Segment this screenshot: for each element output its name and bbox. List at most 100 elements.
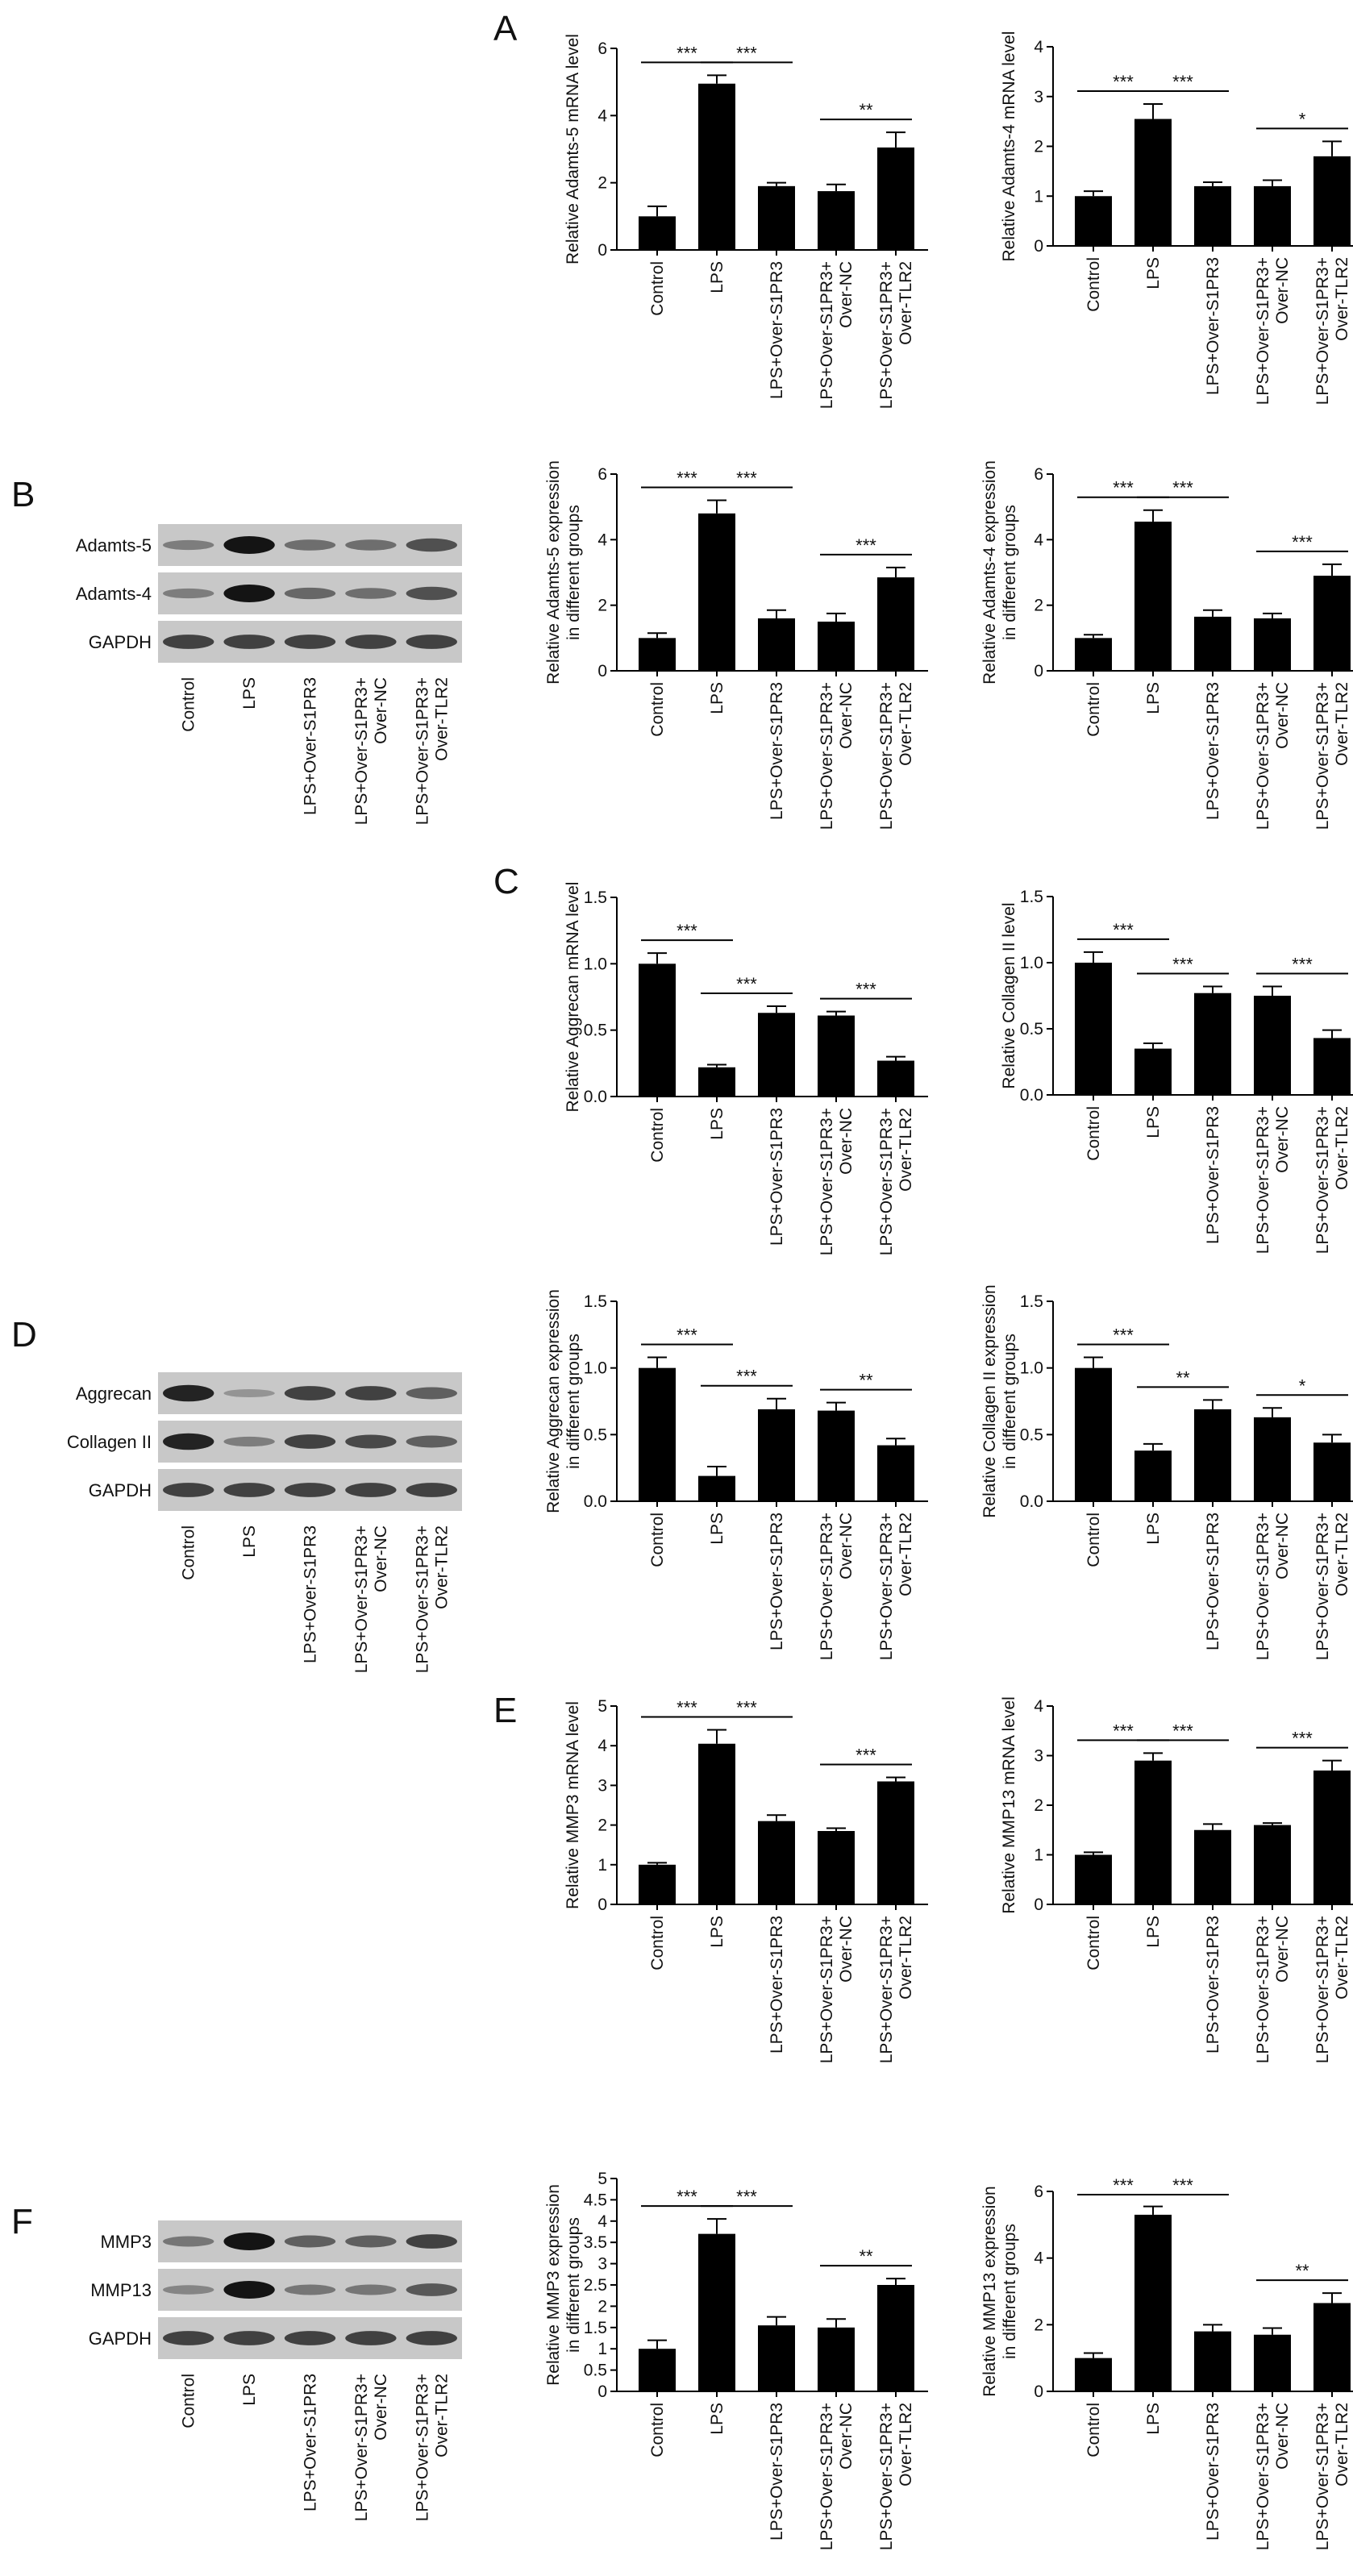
- category-label: LPS+Over-S1PR3+: [1313, 2403, 1332, 2550]
- category-label: LPS+Over-S1PR3+: [1254, 1513, 1272, 1660]
- y-axis-label: Relative Adamts-4 mRNA level: [1000, 31, 1018, 262]
- blot-band: [284, 1434, 336, 1449]
- y-tick-label: 0: [1034, 2382, 1043, 2401]
- blot-band: [163, 588, 214, 599]
- y-axis-label: Relative Collagen II expressionin differ…: [980, 1284, 1019, 1518]
- bar: [1313, 1770, 1351, 1904]
- category-label: LPS: [708, 2403, 726, 2435]
- bar: [818, 622, 855, 671]
- western-blot-2: Aggrecan Collagen II GAPDH Control LPS LPS+Ov…: [67, 1372, 462, 1673]
- category-label: LPS+Over-S1PR3: [768, 2403, 786, 2541]
- category-label: Control: [648, 1916, 667, 1970]
- blot-band: [406, 1483, 457, 1497]
- lane-label: LPS+Over-S1PR3+: [352, 1525, 371, 1673]
- bar: [758, 2325, 795, 2391]
- panel-letter-b: B: [11, 475, 35, 514]
- blot-band: [406, 2283, 457, 2296]
- significance-label: ***: [736, 43, 757, 63]
- bar: [639, 638, 676, 671]
- panel-letter-f: F: [11, 2202, 33, 2241]
- blot-band: [345, 588, 397, 599]
- panel-letter-a: A: [493, 9, 518, 48]
- category-label: LPS+Over-S1PR3+: [1254, 1106, 1272, 1254]
- y-tick-label: 1.5: [1020, 1292, 1043, 1311]
- blot-band: [406, 586, 457, 601]
- category-label: Over-TLR2: [1333, 1916, 1351, 2000]
- significance-label: **: [1295, 2261, 1309, 2281]
- y-tick-label: 0.5: [1020, 1020, 1043, 1038]
- blot-band: [284, 635, 336, 649]
- y-tick-label: 6: [597, 465, 607, 484]
- significance-label: ***: [736, 2187, 757, 2207]
- bar: [818, 1830, 855, 1904]
- lane-label: Over-NC: [372, 2374, 390, 2441]
- significance-label: ***: [676, 468, 697, 489]
- y-tick-label: 1.0: [584, 1359, 607, 1378]
- category-label: Over-NC: [837, 1108, 856, 1175]
- category-label: Over-TLR2: [1333, 257, 1351, 341]
- bar: [1134, 2214, 1172, 2391]
- y-tick-label: 4: [1034, 531, 1043, 549]
- y-tick-label: 2: [597, 174, 607, 193]
- category-label: LPS+Over-S1PR3+: [1254, 682, 1272, 830]
- y-axis-label: Relative MMP3 mRNA level: [564, 1701, 582, 1909]
- bar: [1313, 2303, 1351, 2391]
- category-label: Over-NC: [1273, 682, 1292, 749]
- y-tick-label: 0.0: [584, 1088, 607, 1106]
- bar: [1194, 1829, 1231, 1904]
- category-label: LPS: [1144, 1513, 1163, 1545]
- y-tick-label: 1.5: [584, 888, 607, 907]
- bar: [877, 1781, 914, 1904]
- significance-label: ***: [1172, 2175, 1193, 2195]
- blot-band: [406, 1435, 457, 1448]
- blot-row-label: GAPDH: [89, 2328, 152, 2349]
- y-tick-label: 0: [597, 2382, 607, 2401]
- y-tick-label: 0.5: [1020, 1425, 1043, 1444]
- y-axis-label: Relative Aggrecan mRNA level: [564, 882, 582, 1113]
- blot-band: [345, 1386, 397, 1400]
- y-axis-label: Relative Adamts-5 mRNA level: [564, 34, 582, 264]
- bar-chart-3: 0 2 4 6 Relative Adamts-5 expressionin diffe…: [544, 460, 928, 830]
- y-tick-label: 4: [597, 2212, 607, 2231]
- bar-chart-11: 0 0.5 1 1.5 2 2.5 3 3.5 4 4.5 5 Relative MMP3 expre…: [544, 2170, 928, 2550]
- blot-band: [345, 635, 397, 649]
- bar: [639, 2349, 676, 2391]
- lane-label: LPS+Over-S1PR3+: [413, 677, 431, 825]
- y-tick-label: 3: [1034, 1747, 1043, 1766]
- category-label: Control: [1084, 1106, 1103, 1161]
- bar: [877, 2285, 914, 2391]
- y-tick-label: 4: [1034, 38, 1043, 56]
- category-label: LPS+Over-S1PR3: [1204, 257, 1222, 395]
- significance-label: ***: [676, 921, 697, 941]
- blot-band: [284, 1386, 336, 1400]
- category-label: LPS: [708, 1513, 726, 1545]
- bar: [877, 577, 914, 671]
- western-blot-1: Adamts-5 Adamts-4 GAPDH Control LPS LPS+Over-…: [76, 524, 462, 825]
- bar: [639, 963, 676, 1097]
- y-tick-label: 2: [597, 597, 607, 615]
- y-tick-label: 0: [1034, 237, 1043, 256]
- blot-band: [406, 2234, 457, 2249]
- category-label: Control: [1084, 1916, 1103, 1970]
- panel-letter-c: C: [493, 862, 519, 901]
- bar: [1313, 156, 1351, 246]
- bar: [1254, 1825, 1291, 1904]
- y-tick-label: 0.0: [584, 1492, 607, 1511]
- category-label: LPS+Over-S1PR3: [1204, 1916, 1222, 2054]
- category-label: LPS+Over-S1PR3+: [818, 261, 836, 409]
- y-axis-label: Relative Adamts-4 expressionin different…: [980, 460, 1019, 685]
- lane-label: Control: [180, 677, 198, 732]
- y-tick-label: 0: [597, 662, 607, 680]
- y-axis-label: Relative Adamts-5 expressionin different…: [544, 460, 583, 685]
- category-label: LPS+Over-S1PR3+: [1313, 1916, 1332, 2063]
- blot-row-label: MMP3: [100, 2232, 152, 2252]
- blot-row-label: GAPDH: [89, 1480, 152, 1500]
- category-label: LPS: [708, 261, 726, 293]
- blot-band: [163, 1384, 214, 1402]
- bar: [698, 1475, 735, 1501]
- y-tick-label: 1.0: [1020, 954, 1043, 972]
- y-tick-label: 0.5: [584, 1022, 607, 1040]
